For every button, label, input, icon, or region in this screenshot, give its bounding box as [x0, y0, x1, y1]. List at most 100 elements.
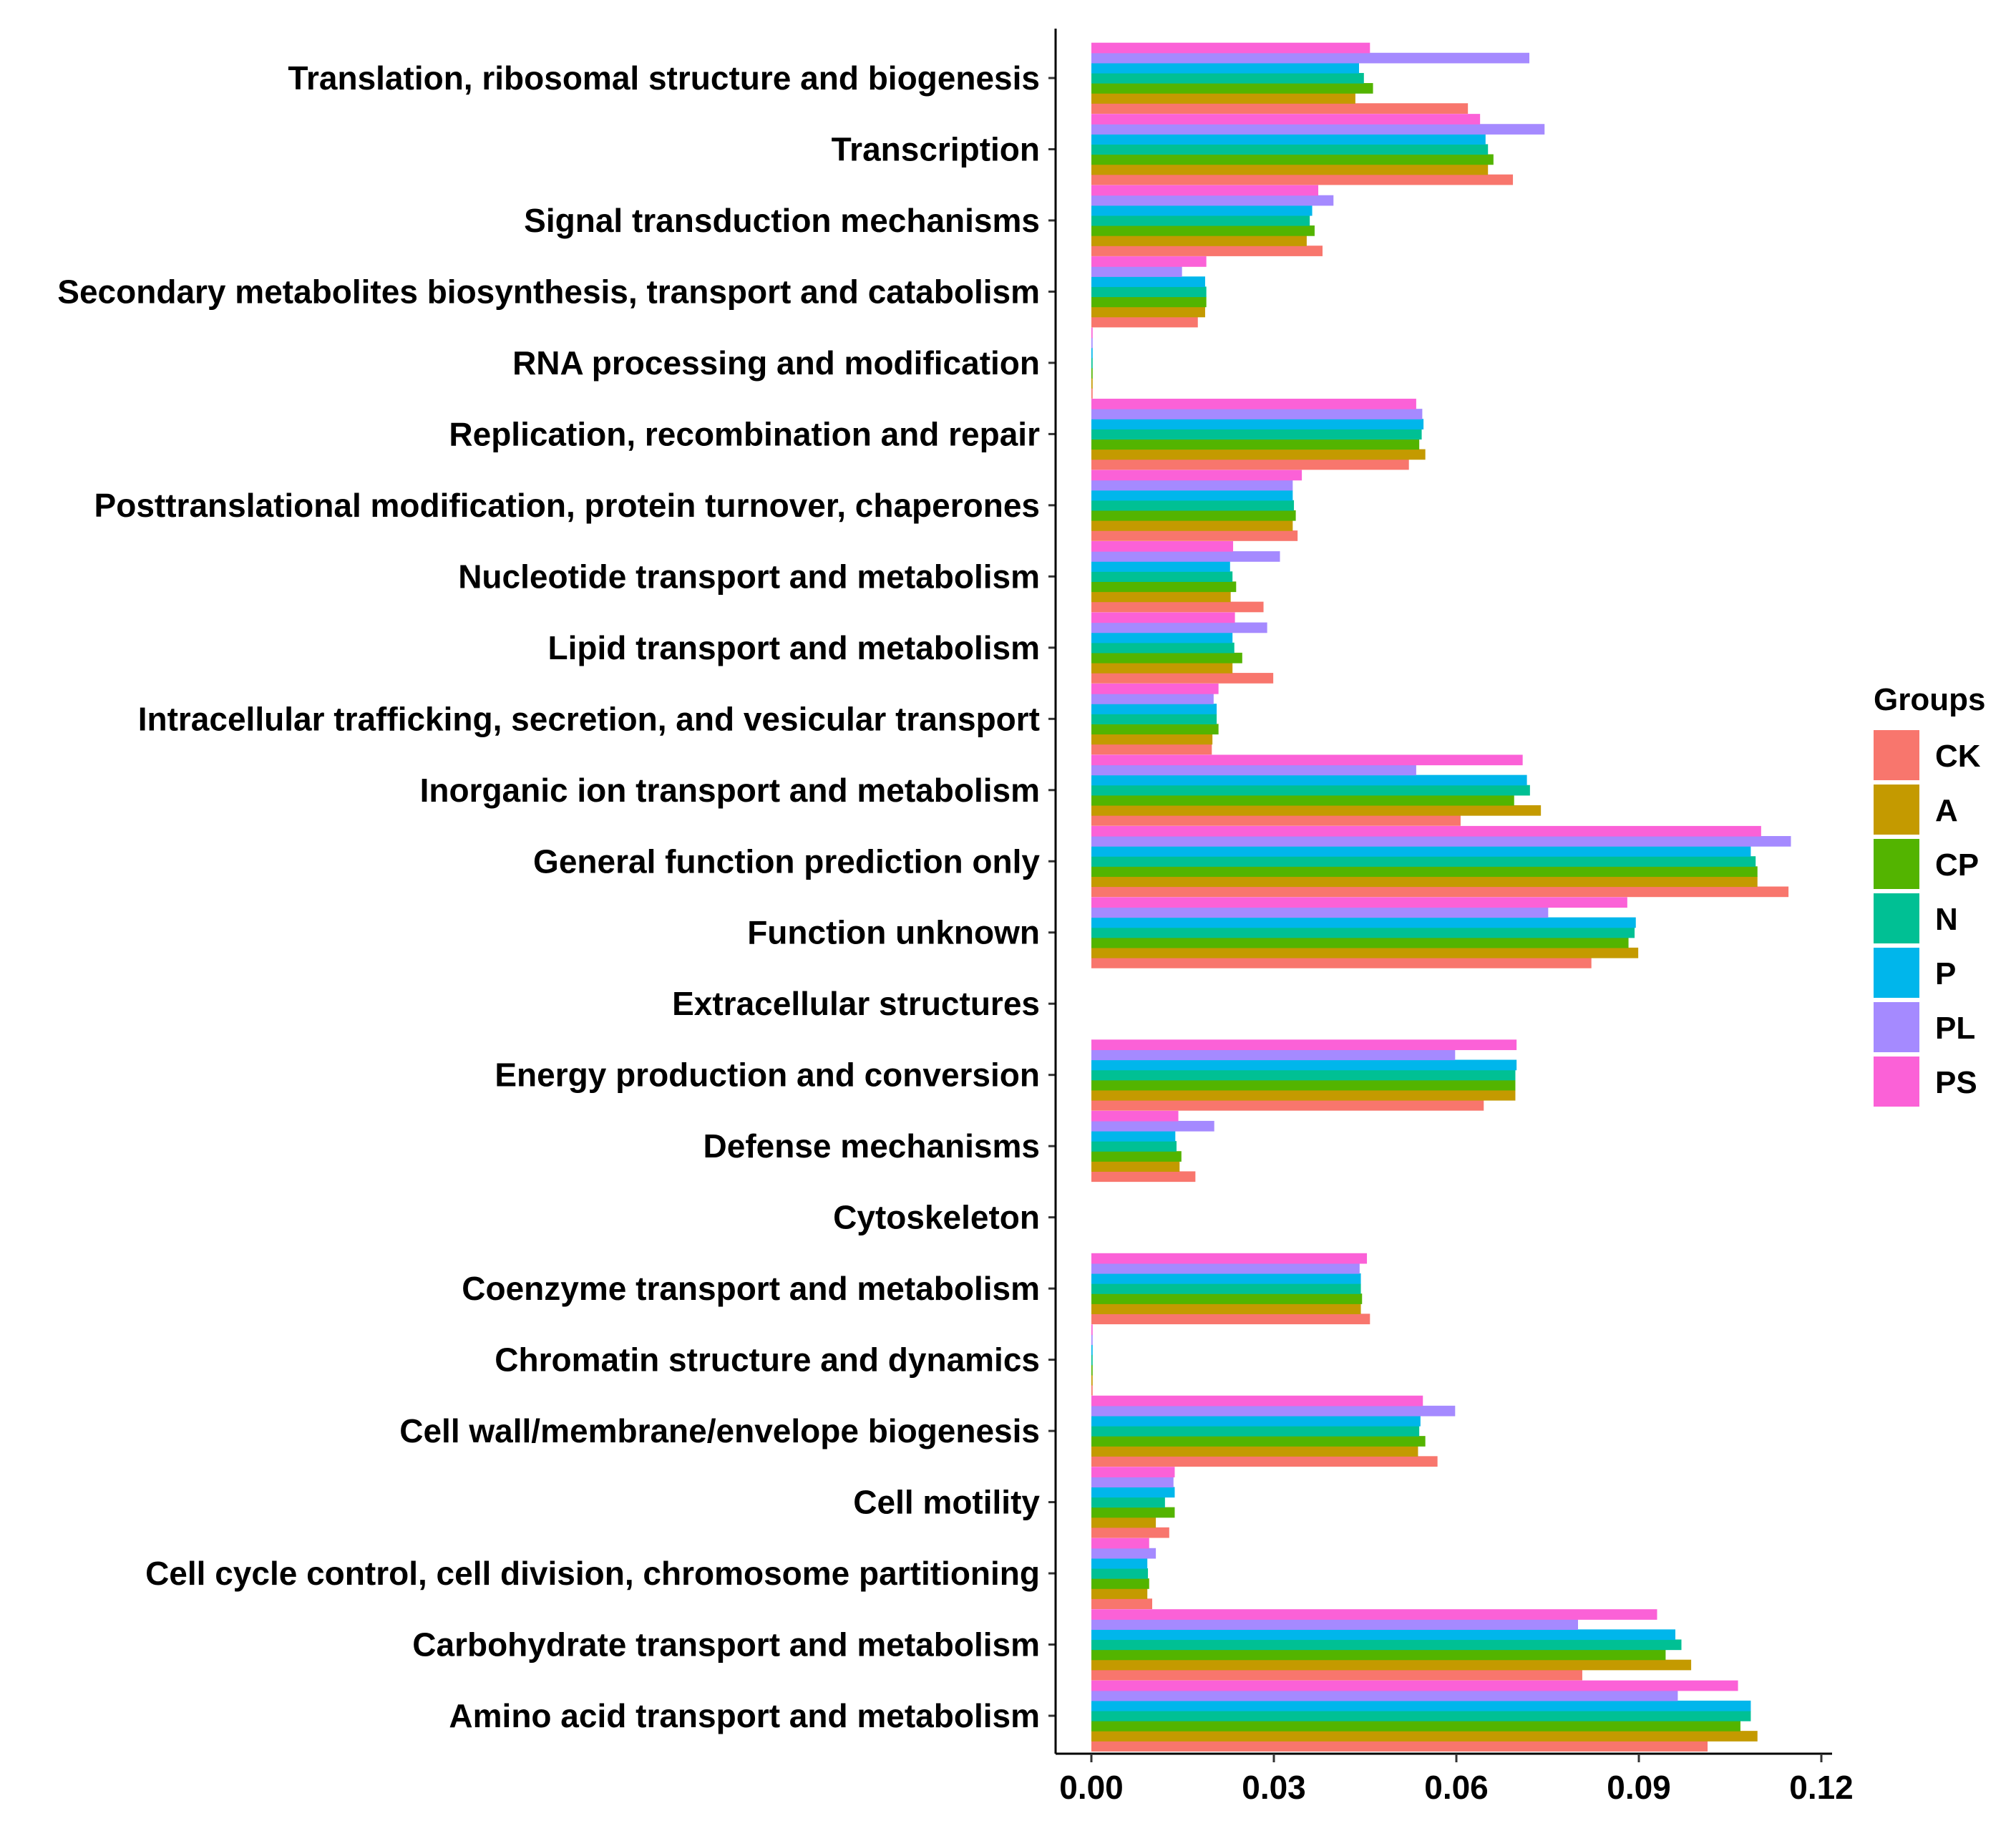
- bar-pl-cell-cycle-control-cell-division-chromosome-partitioning: [1091, 1548, 1156, 1559]
- bar-ck-signal-transduction-mechanisms: [1091, 246, 1323, 256]
- bar-ps-cell-cycle-control-cell-division-chromosome-partitioning: [1091, 1538, 1149, 1549]
- bar-pl-coenzyme-transport-and-metabolism: [1091, 1263, 1360, 1274]
- bar-a-translation-ribosomal-structure-and-biogenesis: [1091, 93, 1355, 104]
- bar-p-transcription: [1091, 134, 1486, 145]
- bar-ck-general-function-prediction-only: [1091, 886, 1789, 898]
- bar-ps-transcription: [1091, 114, 1481, 125]
- bar-ps-function-unknown: [1091, 897, 1627, 908]
- bar-p-translation-ribosomal-structure-and-biogenesis: [1091, 62, 1359, 74]
- category-label: Cell wall/membrane/envelope biogenesis: [399, 1412, 1040, 1449]
- bar-cp-cell-motility: [1091, 1507, 1175, 1518]
- legend-label-p: P: [1935, 956, 1956, 991]
- bar-a-function-unknown: [1091, 947, 1639, 958]
- legend-label-ps: PS: [1935, 1065, 1977, 1100]
- bar-ck-function-unknown: [1091, 957, 1592, 968]
- bar-n-cell-cycle-control-cell-division-chromosome-partitioning: [1091, 1568, 1149, 1579]
- bar-ps-carbohydrate-transport-and-metabolism: [1091, 1609, 1657, 1620]
- bar-ck-rna-processing-and-modification: [1091, 388, 1093, 399]
- category-label: Coenzyme transport and metabolism: [462, 1270, 1040, 1307]
- bar-n-function-unknown: [1091, 927, 1635, 938]
- bar-p-energy-production-and-conversion: [1091, 1059, 1517, 1071]
- x-tick-label: 0.03: [1242, 1769, 1306, 1806]
- bar-cp-function-unknown: [1091, 937, 1629, 948]
- x-tick-label: 0.09: [1607, 1769, 1671, 1806]
- bar-p-cell-cycle-control-cell-division-chromosome-partitioning: [1091, 1558, 1148, 1569]
- bar-ck-posttranslational-modification-protein-turnover-chaperones: [1091, 530, 1298, 541]
- bar-ck-carbohydrate-transport-and-metabolism: [1091, 1669, 1582, 1681]
- category-axis-labels: Translation, ribosomal structure and bio…: [57, 59, 1056, 1734]
- category-label: Extracellular structures: [672, 985, 1040, 1022]
- bar-p-intracellular-trafficking-secretion-and-vesicular-transport: [1091, 704, 1217, 714]
- bar-cp-amino-acid-transport-and-metabolism: [1091, 1721, 1740, 1732]
- bar-n-intracellular-trafficking-secretion-and-vesicular-transport: [1091, 714, 1217, 724]
- category-label: Intracellular trafficking, secretion, an…: [138, 700, 1040, 737]
- bar-ck-inorganic-ion-transport-and-metabolism: [1091, 815, 1461, 826]
- bar-ps-secondary-metabolites-biosynthesis-transport-and-catabolism: [1091, 256, 1207, 267]
- bar-group: [1091, 42, 1791, 1752]
- bar-n-secondary-metabolites-biosynthesis-transport-and-catabolism: [1091, 286, 1207, 298]
- bar-a-cell-wall-membrane-envelope-biogenesis: [1091, 1446, 1418, 1457]
- bar-n-signal-transduction-mechanisms: [1091, 215, 1310, 226]
- category-label: Inorganic ion transport and metabolism: [420, 772, 1040, 809]
- bar-pl-rna-processing-and-modification: [1091, 337, 1093, 349]
- legend-key-cp: [1874, 839, 1919, 889]
- x-tick-label: 0.12: [1789, 1769, 1854, 1806]
- bar-pl-replication-recombination-and-repair: [1091, 409, 1423, 419]
- bar-n-general-function-prediction-only: [1091, 856, 1756, 867]
- bar-ps-signal-transduction-mechanisms: [1091, 185, 1319, 196]
- bar-ck-translation-ribosomal-structure-and-biogenesis: [1091, 103, 1469, 114]
- category-label: Replication, recombination and repair: [449, 415, 1040, 452]
- bar-pl-general-function-prediction-only: [1091, 836, 1791, 847]
- bar-a-energy-production-and-conversion: [1091, 1089, 1516, 1101]
- bar-a-signal-transduction-mechanisms: [1091, 235, 1307, 246]
- category-label: Nucleotide transport and metabolism: [458, 558, 1040, 595]
- bar-p-cell-motility: [1091, 1487, 1175, 1498]
- bar-a-cell-motility: [1091, 1517, 1156, 1528]
- bar-pl-inorganic-ion-transport-and-metabolism: [1091, 764, 1416, 776]
- category-label: Amino acid transport and metabolism: [449, 1697, 1040, 1734]
- bar-n-carbohydrate-transport-and-metabolism: [1091, 1639, 1682, 1651]
- legend: Groups CK A CP NP PL PS: [1874, 682, 1985, 1107]
- bar-ps-inorganic-ion-transport-and-metabolism: [1091, 754, 1523, 766]
- bar-ps-cell-motility: [1091, 1467, 1175, 1477]
- bar-pl-translation-ribosomal-structure-and-biogenesis: [1091, 52, 1529, 64]
- category-label: RNA processing and modification: [512, 344, 1040, 382]
- bar-pl-chromatin-structure-and-dynamics: [1091, 1334, 1093, 1346]
- bar-n-replication-recombination-and-repair: [1091, 429, 1422, 440]
- legend-label-cp: CP: [1935, 847, 1979, 883]
- bar-ps-nucleotide-transport-and-metabolism: [1091, 541, 1234, 552]
- bar-p-posttranslational-modification-protein-turnover-chaperones: [1091, 490, 1293, 501]
- bar-p-rna-processing-and-modification: [1091, 347, 1093, 359]
- category-label: Cell cycle control, cell division, chrom…: [145, 1555, 1040, 1592]
- category-label: Cytoskeleton: [833, 1199, 1040, 1236]
- legend-key-ck: [1874, 730, 1919, 780]
- bar-cp-coenzyme-transport-and-metabolism: [1091, 1293, 1363, 1304]
- bar-pl-cell-motility: [1091, 1477, 1174, 1488]
- bar-p-amino-acid-transport-and-metabolism: [1091, 1700, 1751, 1711]
- bar-n-amino-acid-transport-and-metabolism: [1091, 1710, 1751, 1721]
- bar-ps-cell-wall-membrane-envelope-biogenesis: [1091, 1395, 1423, 1407]
- bar-pl-cell-wall-membrane-envelope-biogenesis: [1091, 1405, 1456, 1417]
- x-tick-label: 0.00: [1059, 1769, 1124, 1806]
- bar-p-signal-transduction-mechanisms: [1091, 205, 1313, 216]
- bar-pl-defense-mechanisms: [1091, 1120, 1214, 1132]
- bar-ck-cell-motility: [1091, 1527, 1169, 1538]
- bar-ck-coenzyme-transport-and-metabolism: [1091, 1313, 1370, 1325]
- bar-cp-energy-production-and-conversion: [1091, 1079, 1516, 1091]
- bar-ps-general-function-prediction-only: [1091, 825, 1761, 837]
- bar-n-cell-motility: [1091, 1497, 1165, 1508]
- bar-cp-cell-cycle-control-cell-division-chromosome-partitioning: [1091, 1578, 1149, 1589]
- bar-a-lipid-transport-and-metabolism: [1091, 662, 1233, 674]
- category-label: Function unknown: [747, 914, 1040, 951]
- bar-ps-energy-production-and-conversion: [1091, 1039, 1517, 1051]
- bar-pl-posttranslational-modification-protein-turnover-chaperones: [1091, 480, 1293, 491]
- legend-label-pl: PL: [1935, 1011, 1975, 1046]
- bar-p-carbohydrate-transport-and-metabolism: [1091, 1629, 1675, 1641]
- bar-cp-transcription: [1091, 154, 1494, 165]
- bar-a-replication-recombination-and-repair: [1091, 449, 1426, 460]
- legend-label-n: N: [1935, 902, 1958, 937]
- bar-n-posttranslational-modification-protein-turnover-chaperones: [1091, 500, 1295, 511]
- category-label: Lipid transport and metabolism: [547, 629, 1040, 666]
- bar-ck-chromatin-structure-and-dynamics: [1091, 1384, 1093, 1396]
- bar-n-translation-ribosomal-structure-and-biogenesis: [1091, 72, 1364, 84]
